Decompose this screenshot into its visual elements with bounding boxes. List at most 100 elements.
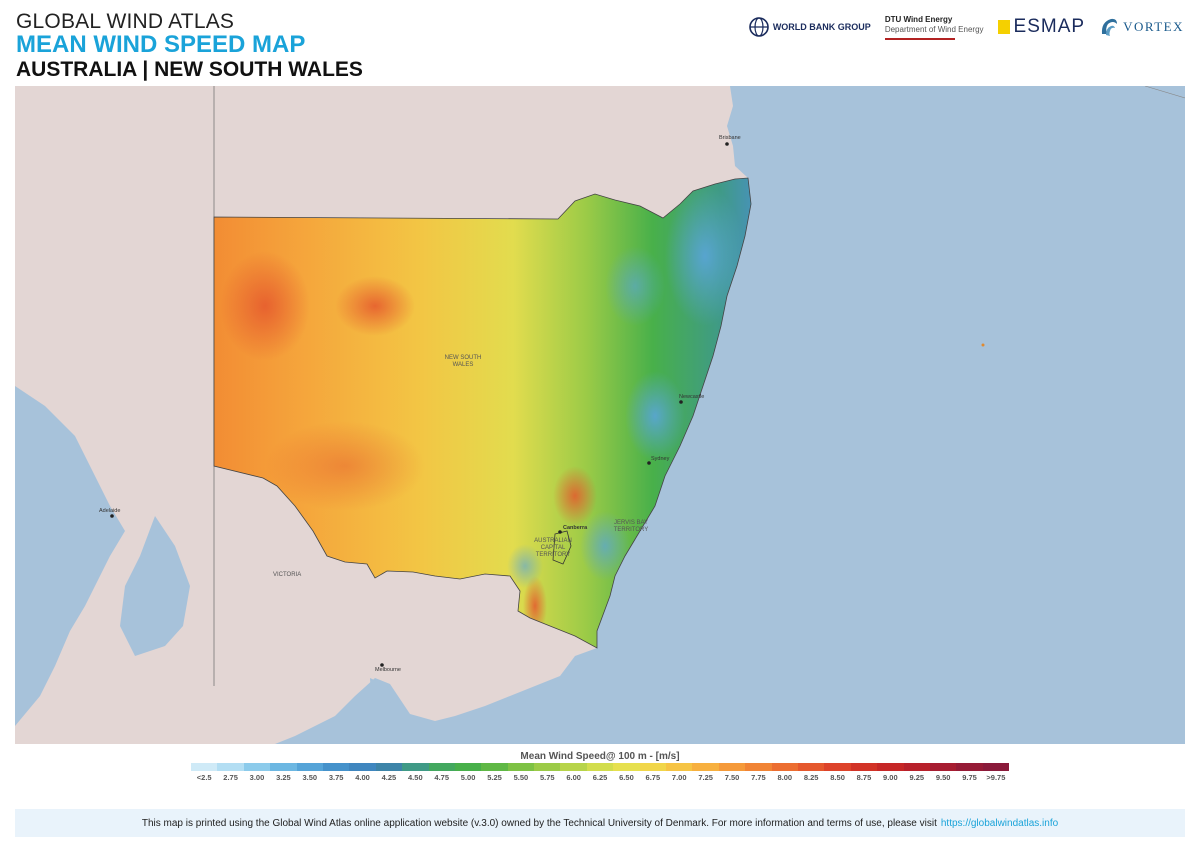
victoria-label: VICTORIA	[273, 572, 302, 578]
legend-label: 9.75	[962, 773, 977, 782]
legend-title: Mean Wind Speed@ 100 m - [m/s]	[520, 751, 680, 762]
map-subtitle: MEAN WIND SPEED MAP	[16, 31, 306, 58]
legend-label: 4.50	[408, 773, 423, 782]
brisbane-dot	[725, 142, 729, 146]
dtu-underline	[884, 37, 955, 40]
legend-label: 5.50	[513, 773, 529, 782]
partner-logos: WORLD BANK GROUP DTU Wind Energy Departm…	[749, 12, 1184, 42]
legend-swatch	[613, 763, 640, 771]
footer-note: This map is printed using the Global Win…	[15, 809, 1185, 837]
legend-swatch	[639, 763, 667, 771]
melbourne-dot	[380, 663, 384, 667]
legend-swatch	[824, 763, 851, 771]
legend-swatch	[929, 763, 957, 771]
worldbank-logo: WORLD BANK GROUP	[749, 17, 871, 37]
newcastle-dot	[679, 400, 683, 404]
legend-swatch	[692, 763, 719, 771]
canberra-dot	[558, 530, 562, 534]
legend-swatch	[191, 763, 218, 771]
worldbank-text: WORLD BANK GROUP	[772, 22, 871, 32]
legend-label: 3.00	[249, 773, 265, 782]
legend-swatch	[586, 763, 614, 771]
legend-swatch	[428, 763, 455, 771]
canberra-label: Canberra	[563, 525, 588, 531]
legend-swatch	[771, 763, 798, 771]
legend-swatch	[322, 763, 350, 771]
newcastle-label: Newcastle	[679, 394, 705, 400]
legend-swatch	[850, 763, 878, 771]
legend-label: 6.75	[645, 773, 661, 782]
legend-label: 3.25	[276, 773, 291, 782]
act-label: AUSTRALIAN CAPITAL TERRITORY	[534, 538, 572, 558]
legend-swatch	[534, 763, 561, 771]
legend-swatch	[797, 763, 825, 771]
legend-swatch	[956, 763, 983, 771]
legend-label: 2.75	[223, 773, 238, 782]
sydney-label: Sydney	[651, 456, 670, 462]
legend-swatch	[877, 763, 904, 771]
legend-swatch	[402, 763, 429, 771]
legend-label: >9.75	[986, 773, 1006, 782]
legend-label: 3.50	[302, 773, 318, 782]
legend-swatch	[718, 763, 746, 771]
dtu-department: Department of Wind Energy	[884, 24, 984, 34]
legend-label: 9.00	[883, 773, 898, 782]
nsw-label: NEW SOUTH WALES	[444, 355, 482, 368]
esmap-logo: ESMAP	[997, 16, 1086, 38]
wind-speed-map[interactable]: NEW SOUTH WALES VICTORIA AUSTRALIAN CAPI…	[15, 86, 1185, 744]
legend-swatch	[349, 763, 376, 771]
nsw-border	[213, 177, 752, 649]
legend-label: 6.50	[619, 773, 634, 782]
legend-label: 7.00	[671, 773, 687, 782]
lord-howe-island	[981, 343, 985, 347]
legend-label: 5.25	[487, 773, 502, 782]
legend-swatch	[296, 763, 323, 771]
legend-label: <2.5	[196, 773, 212, 782]
legend-label: 9.50	[935, 773, 951, 782]
western-gulf	[15, 386, 125, 726]
legend-swatch	[270, 763, 297, 771]
legend-label: 3.75	[328, 773, 344, 782]
region-title: AUSTRALIA | NEW SOUTH WALES	[16, 58, 363, 81]
legend-swatch	[217, 763, 244, 771]
legend-swatch	[375, 763, 403, 771]
footer-link[interactable]: https://globalwindatlas.info	[940, 817, 1059, 829]
legend-label: 8.25	[803, 773, 819, 782]
footer-text: This map is printed using the Global Win…	[141, 817, 937, 829]
legend-color-bar	[191, 763, 1010, 771]
legend-label: 4.00	[355, 773, 370, 782]
gulf-st-vincent	[120, 516, 190, 656]
port-phillip-bay	[370, 678, 393, 708]
legend-swatch	[745, 763, 772, 771]
map-canvas	[15, 86, 1185, 744]
dtu-logo: DTU Wind Energy Department of Wind Energ…	[884, 14, 984, 40]
vortex-text: VORTEX	[1123, 19, 1184, 34]
esmap-text: ESMAP	[1013, 16, 1086, 37]
legend-swatch	[481, 763, 508, 771]
legend-swatch	[560, 763, 587, 771]
sydney-dot	[647, 461, 651, 465]
esmap-square-icon	[997, 20, 1010, 34]
legend-label: 9.25	[909, 773, 925, 782]
brisbane-label: Brisbane	[719, 135, 741, 141]
dtu-name: DTU Wind Energy	[884, 14, 953, 24]
legend-label: 5.75	[539, 773, 555, 782]
legend-label: 7.75	[751, 773, 766, 782]
legend-swatch	[982, 763, 1010, 771]
legend-label: 6.00	[566, 773, 581, 782]
legend-label: 4.25	[381, 773, 397, 782]
legend-swatch	[666, 763, 693, 771]
adelaide-dot	[110, 514, 114, 518]
legend-label: 8.50	[830, 773, 845, 782]
legend-label: 4.75	[434, 773, 450, 782]
jervis-bay-label: JERVIS BAY TERRITORY	[613, 520, 649, 533]
legend-label: 8.00	[777, 773, 793, 782]
legend-label: 7.50	[724, 773, 740, 782]
act-border	[552, 530, 572, 565]
legend-label: 5.00	[460, 773, 476, 782]
globe-icon	[749, 17, 769, 37]
legend-swatch	[454, 763, 482, 771]
legend-label: 8.75	[856, 773, 872, 782]
ocean-boundary	[1144, 86, 1185, 99]
legend-swatch	[903, 763, 930, 771]
